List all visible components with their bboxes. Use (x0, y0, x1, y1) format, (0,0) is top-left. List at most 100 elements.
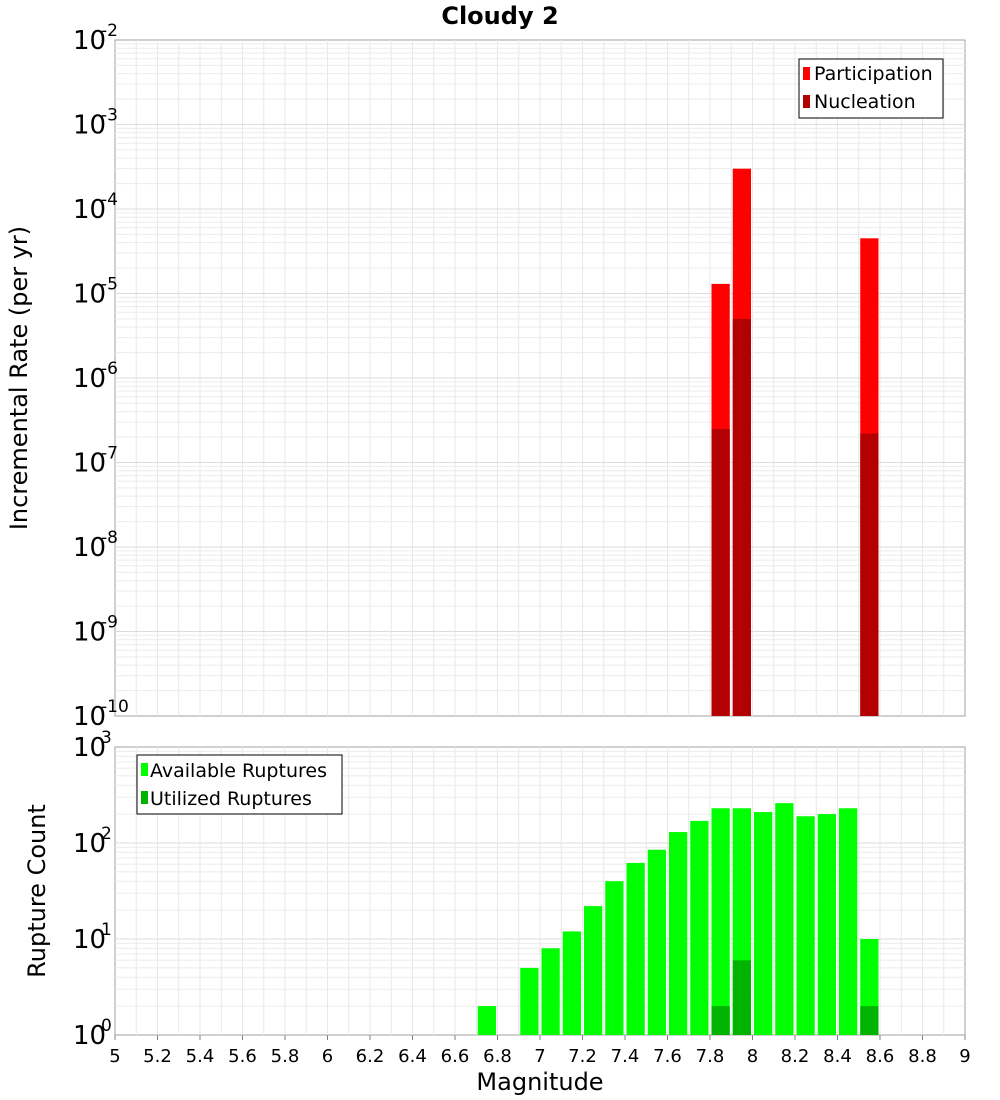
y-tick-exponent: -4 (101, 190, 118, 210)
legend-swatch-participation (803, 67, 810, 80)
x-tick-label: 5.6 (228, 1046, 257, 1067)
y-tick-base: 10 (73, 195, 106, 225)
y-tick-exponent: -6 (101, 359, 118, 379)
bar-utilized-ruptures: Utilized Ruptures @ 7.95: 6 (732, 960, 751, 1035)
bar-available-ruptures: Available Ruptures @ 7.15: 12 (562, 931, 581, 1035)
bar-nucleation: Nucleation @ 8.55: 2.2e-7 (860, 433, 879, 716)
x-tick-label: 7.2 (568, 1046, 597, 1067)
y-tick-base: 10 (73, 111, 106, 141)
y-tick-label: 10-4 (73, 190, 118, 225)
top-legend: Participation Nucleation (798, 58, 944, 119)
y-tick-base: 10 (73, 533, 106, 563)
bottom-y-axis-label: Rupture Count (23, 804, 51, 978)
bar-available-ruptures: Available Ruptures @ 8.25: 190 (796, 816, 815, 1035)
chart-title: Cloudy 2 (441, 2, 558, 30)
x-axis-label: Magnitude (476, 1068, 603, 1096)
legend-label-participation: Participation (814, 63, 933, 85)
y-tick-base: 10 (73, 26, 106, 56)
x-tick-label: 5.2 (143, 1046, 172, 1067)
y-tick-label: 101 (73, 920, 112, 955)
y-tick-exponent: -2 (101, 21, 118, 41)
legend-swatch-available-ruptures (141, 763, 148, 776)
bar-utilized-ruptures: Utilized Ruptures @ 7.85: 2 (711, 1006, 730, 1035)
bar-available-ruptures: Available Ruptures @ 7.75: 170 (690, 820, 709, 1035)
y-tick-exponent: -8 (101, 528, 118, 548)
y-tick-base: 10 (73, 364, 106, 394)
y-tick-label: 10-3 (73, 106, 118, 141)
y-tick-label: 102 (73, 824, 112, 859)
y-tick-exponent: 1 (101, 920, 112, 940)
legend-label-available-ruptures: Available Ruptures (150, 760, 327, 782)
top-legend-box (798, 58, 944, 119)
bar-available-ruptures: Available Ruptures @ 7.65: 130 (669, 832, 688, 1035)
y-tick-base: 10 (73, 1021, 106, 1051)
y-tick-exponent: 3 (101, 728, 112, 748)
x-tick-label: 6.6 (441, 1046, 470, 1067)
bar-utilized-ruptures: Utilized Ruptures @ 8.55: 2 (860, 1006, 879, 1035)
bar-available-ruptures: Available Ruptures @ 7.55: 85 (647, 849, 666, 1035)
x-tick-label: 8 (747, 1046, 758, 1067)
y-tick-exponent: 0 (101, 1016, 112, 1036)
x-tick-label: 5.8 (271, 1046, 300, 1067)
y-tick-base: 10 (73, 925, 106, 955)
y-tick-label: 10-5 (73, 275, 118, 310)
y-tick-label: 10-6 (73, 359, 118, 394)
bar-available-ruptures: Available Ruptures @ 8.45: 230 (839, 808, 858, 1035)
y-tick-label: 100 (73, 1016, 112, 1051)
x-tick-label: 8.2 (781, 1046, 810, 1067)
bottom-bars: Available Ruptures @ 6.25: 1Available Ru… (477, 803, 879, 1035)
bottom-legend: Available Ruptures Utilized Ruptures (136, 754, 343, 815)
bar-available-ruptures: Available Ruptures @ 7.45: 62 (626, 862, 645, 1035)
bar-available-ruptures: Available Ruptures @ 6.75: 2 (477, 1006, 496, 1035)
top-plot-area: Participation @ 7.85: 0.000013Participat… (73, 21, 966, 732)
x-tick-label: 7.6 (653, 1046, 682, 1067)
y-tick-exponent: -7 (101, 444, 118, 464)
x-tick-label: 7.8 (696, 1046, 725, 1067)
legend-swatch-utilized-ruptures (141, 791, 148, 804)
y-tick-base: 10 (73, 733, 106, 763)
legend-swatch-nucleation (803, 95, 810, 108)
x-tick-label: 5 (109, 1046, 120, 1067)
x-ticks: 5 5.2 5.4 5.6 5.8 6 6.2 6.4 6.6 6.8 7 7.2 7.4 7.6 7.8 8… (109, 1035, 971, 1067)
x-tick-label: 9 (959, 1046, 970, 1067)
top-y-axis-label: Incremental Rate (per yr) (5, 226, 33, 530)
y-tick-exponent: -9 (101, 613, 118, 633)
bar-nucleation: Nucleation @ 7.85: 2.5e-7 (711, 428, 730, 716)
x-tick-label: 8.8 (908, 1046, 937, 1067)
y-tick-exponent: 2 (101, 824, 112, 844)
bar-available-ruptures: Available Ruptures @ 7.35: 40 (605, 881, 624, 1035)
y-tick-label: 10-8 (73, 528, 118, 563)
bar-available-ruptures: Available Ruptures @ 6.95: 5 (520, 967, 539, 1035)
x-tick-label: 8.6 (866, 1046, 895, 1067)
y-tick-base: 10 (73, 618, 106, 648)
x-tick-label: 6.8 (483, 1046, 512, 1067)
x-tick-label: 7.4 (611, 1046, 640, 1067)
bar-available-ruptures: Available Ruptures @ 7.25: 22 (584, 906, 603, 1035)
x-tick-label: 6 (322, 1046, 333, 1067)
top-bars: Participation @ 7.85: 0.000013Participat… (711, 168, 879, 717)
y-tick-exponent: -3 (101, 106, 118, 126)
top-grid (115, 40, 965, 716)
y-tick-base: 10 (73, 702, 106, 732)
x-tick-label: 8.4 (823, 1046, 852, 1067)
y-tick-label: 10-10 (73, 697, 129, 732)
bar-available-ruptures: Available Ruptures @ 8.05: 210 (754, 812, 773, 1035)
bar-nucleation: Nucleation @ 7.95: 0.000005 (732, 318, 751, 716)
y-tick-label: 10-9 (73, 613, 118, 648)
y-tick-exponent: -5 (101, 275, 118, 295)
x-tick-label: 5.4 (186, 1046, 215, 1067)
legend-label-utilized-ruptures: Utilized Ruptures (150, 788, 312, 810)
x-tick-label: 6.2 (356, 1046, 385, 1067)
x-tick-label: 6.4 (398, 1046, 427, 1067)
bar-available-ruptures: Available Ruptures @ 7.05: 8 (541, 948, 560, 1035)
bar-available-ruptures: Available Ruptures @ 8.15: 260 (775, 803, 794, 1035)
bar-available-ruptures: Available Ruptures @ 8.35: 200 (817, 814, 836, 1035)
y-tick-label: 103 (73, 728, 112, 763)
bottom-legend-box (136, 754, 343, 815)
bar-available-ruptures: Available Ruptures @ 7.85: 230 (711, 808, 730, 1035)
y-tick-base: 10 (73, 280, 106, 310)
y-tick-label: 10-7 (73, 444, 118, 479)
